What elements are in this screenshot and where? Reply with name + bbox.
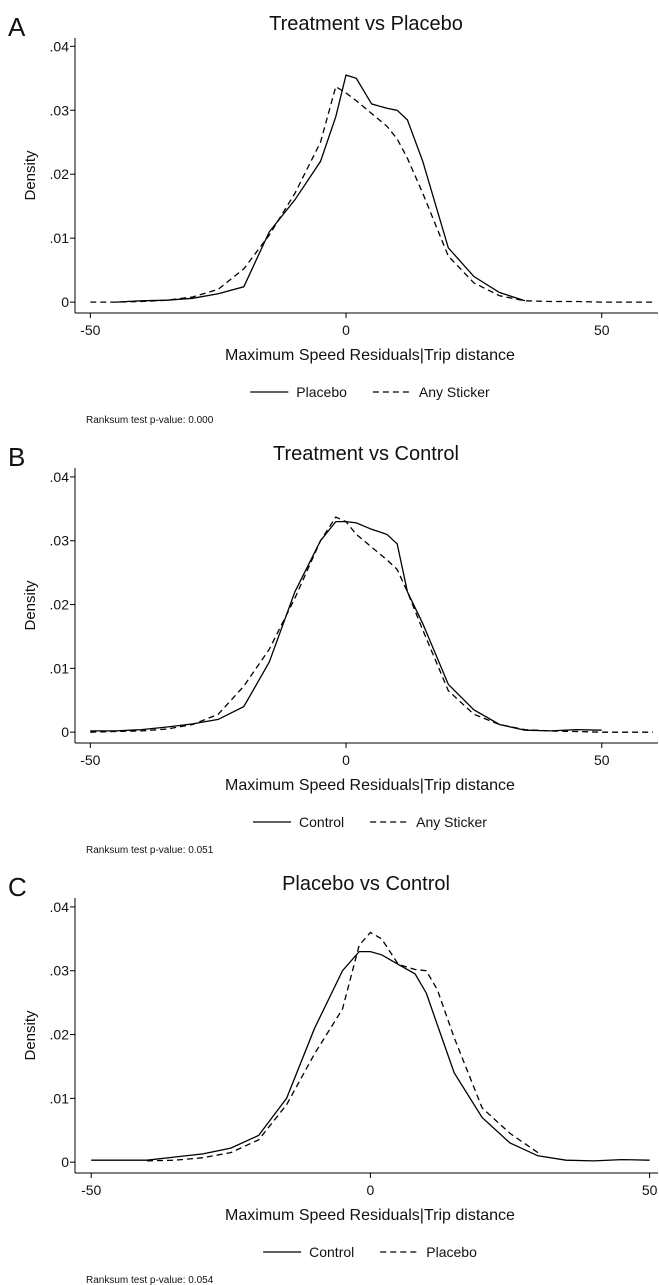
- x-tick-label: 50: [642, 1182, 658, 1198]
- legend-label: Any Sticker: [416, 814, 487, 830]
- y-tick-label: .02: [50, 597, 70, 613]
- footnote: Ranksum test p-value: 0.051: [86, 845, 214, 856]
- x-tick-label: 0: [342, 322, 350, 338]
- legend-label: Placebo: [296, 384, 347, 400]
- density-line: [91, 950, 650, 1162]
- y-tick-label: .04: [50, 899, 70, 915]
- y-tick-label: 0: [61, 294, 69, 310]
- y-tick-label: .04: [50, 38, 70, 54]
- y-tick-label: .02: [50, 166, 70, 182]
- x-tick-label: 0: [342, 752, 350, 768]
- density-line: [115, 74, 526, 303]
- y-tick-label: 0: [61, 1154, 69, 1170]
- x-axis-label: Maximum Speed Residuals|Trip distance: [225, 1207, 515, 1224]
- legend-label: Placebo: [426, 1244, 477, 1260]
- density-line: [90, 516, 653, 733]
- legend-label: Any Sticker: [419, 384, 490, 400]
- panel-letter: B: [8, 442, 25, 472]
- x-tick-label: -50: [80, 322, 100, 338]
- density-line: [90, 520, 602, 732]
- panel-letter: C: [8, 872, 27, 902]
- legend-label: Control: [299, 814, 344, 830]
- y-tick-label: .01: [50, 660, 70, 676]
- chart-title: Placebo vs Control: [282, 873, 450, 895]
- y-axis-label: Density: [22, 150, 39, 201]
- x-tick-label: -50: [80, 752, 100, 768]
- panel-letter: A: [8, 12, 26, 42]
- density-line: [90, 85, 653, 303]
- x-tick-label: 50: [594, 752, 610, 768]
- y-tick-label: .02: [50, 1027, 70, 1043]
- chart-title: Treatment vs Placebo: [269, 13, 463, 35]
- x-tick-label: 50: [594, 322, 610, 338]
- y-tick-label: .04: [50, 469, 70, 485]
- y-axis-label: Density: [22, 580, 39, 631]
- legend-label: Control: [309, 1244, 354, 1260]
- y-tick-label: 0: [61, 724, 69, 740]
- density-line: [146, 931, 539, 1162]
- x-tick-label: -50: [81, 1182, 101, 1198]
- footnote: Ranksum test p-value: 0.054: [86, 1275, 214, 1285]
- x-axis-label: Maximum Speed Residuals|Trip distance: [225, 347, 515, 364]
- y-tick-label: .03: [50, 963, 70, 979]
- y-tick-label: .03: [50, 533, 70, 549]
- y-tick-label: .03: [50, 102, 70, 118]
- chart-title: Treatment vs Control: [273, 443, 459, 465]
- x-axis-label: Maximum Speed Residuals|Trip distance: [225, 777, 515, 794]
- y-tick-label: .01: [50, 230, 70, 246]
- footnote: Ranksum test p-value: 0.000: [86, 415, 214, 426]
- y-axis-label: Density: [22, 1010, 39, 1061]
- y-tick-label: .01: [50, 1090, 70, 1106]
- x-tick-label: 0: [367, 1182, 375, 1198]
